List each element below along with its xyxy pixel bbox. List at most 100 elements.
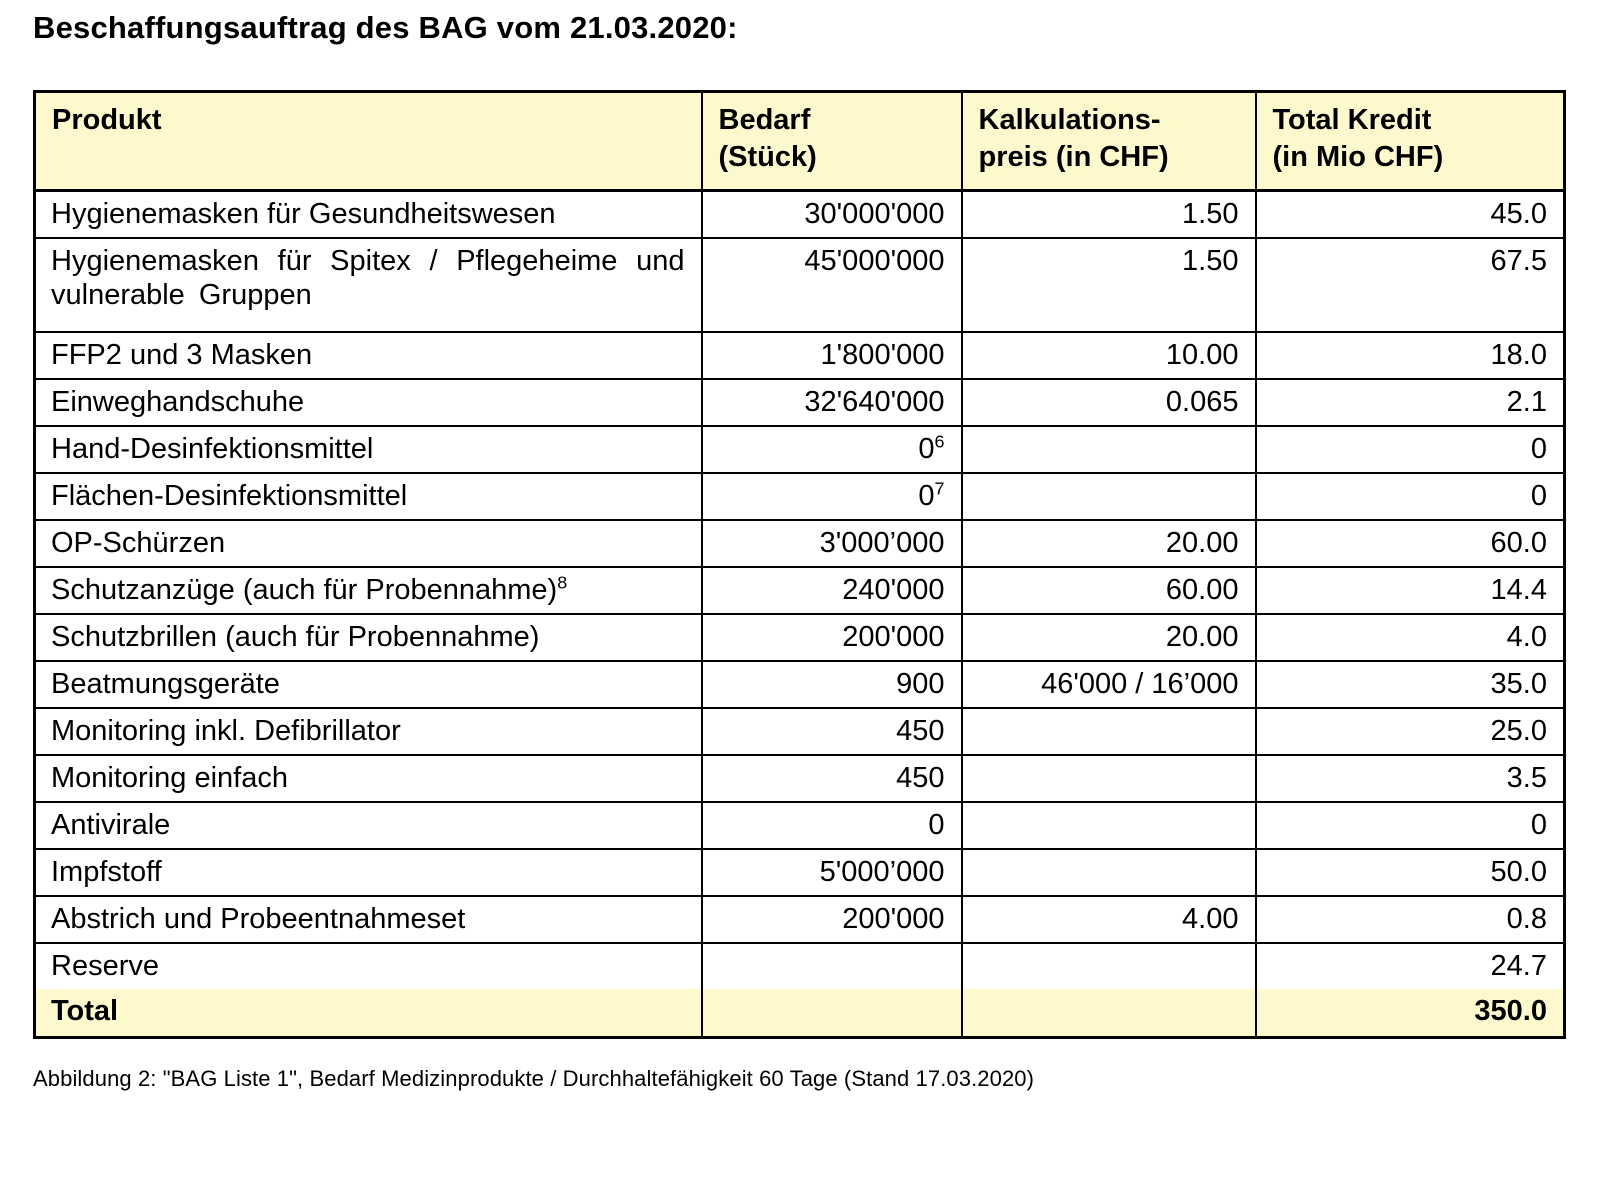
bedarf-cell: 45'000'000 — [700, 237, 963, 333]
kredit-cell: 14.4 — [1254, 566, 1566, 615]
produkt-cell: Monitoring einfach — [33, 754, 703, 803]
bedarf-cell: 30'000'000 — [700, 189, 963, 239]
total-preis-cell — [960, 989, 1257, 1038]
total-kredit-cell: 350.0 — [1254, 989, 1566, 1038]
preis-cell: 10.00 — [960, 331, 1257, 380]
bedarf-cell: 3'000’000 — [700, 519, 963, 568]
header-kalkulationspreis-line1: Kalkulations- — [978, 104, 1161, 136]
produkt-cell: Antivirale — [33, 801, 703, 850]
kredit-cell: 2.1 — [1254, 378, 1566, 427]
kredit-cell: 35.0 — [1254, 660, 1566, 709]
table-header-row: Produkt Bedarf (Stück) Kalkulations- pre… — [33, 90, 1566, 192]
bedarf-cell: 240'000 — [700, 566, 963, 615]
produkt-cell: Schutzanzüge (auch für Probennahme)8 — [33, 566, 703, 615]
figure-caption: Abbildung 2: "BAG Liste 1", Bedarf Mediz… — [33, 1065, 1035, 1091]
produkt-cell: Monitoring inkl. Defibrillator — [33, 707, 703, 756]
produkt-cell: Abstrich und Probeentnahmeset — [33, 895, 703, 944]
preis-cell: 20.00 — [960, 519, 1257, 568]
produkt-cell: Beatmungsgeräte — [33, 660, 703, 709]
total-row: Total 350.0 — [33, 989, 1566, 1038]
table-row: Monitoring inkl. Defibrillator 450 25.0 — [33, 707, 1566, 756]
bedarf-cell — [700, 942, 963, 990]
produkt-cell: Hygienemasken für Gesundheitswesen — [33, 189, 703, 239]
produkt-cell: Schutzbrillen (auch für Probennahme) — [33, 613, 703, 662]
preis-cell: 1.50 — [960, 189, 1257, 239]
produkt-label: Schutzanzüge (auch für Probennahme) — [51, 574, 558, 606]
kredit-cell: 0 — [1254, 472, 1566, 521]
preis-cell — [960, 942, 1257, 990]
kredit-cell: 18.0 — [1254, 331, 1566, 380]
bedarf-value: 0 — [918, 480, 935, 512]
header-produkt: Produkt — [33, 90, 703, 192]
bedarf-cell: 1'800'000 — [700, 331, 963, 380]
table-row: OP-Schürzen 3'000’000 20.00 60.0 — [33, 519, 1566, 568]
kredit-cell: 50.0 — [1254, 848, 1566, 897]
kredit-cell: 25.0 — [1254, 707, 1566, 756]
bedarf-cell: 06 — [700, 425, 963, 474]
header-kalkulationspreis: Kalkulations- preis (in CHF) — [960, 90, 1257, 192]
preis-cell — [960, 754, 1257, 803]
table-row: FFP2 und 3 Masken 1'800'000 10.00 18.0 — [33, 331, 1566, 380]
preis-cell — [960, 848, 1257, 897]
table-row: Hygienemasken für Gesundheitswesen 30'00… — [33, 189, 1566, 239]
preis-cell: 46'000 / 16’000 — [960, 660, 1257, 709]
produkt-cell: Flächen-Desinfektionsmittel — [33, 472, 703, 521]
produkt-cell: OP-Schürzen — [33, 519, 703, 568]
header-total-kredit-line2: (in Mio CHF) — [1272, 141, 1444, 173]
table-row: Hand-Desinfektionsmittel 06 0 — [33, 425, 1566, 474]
footnote-marker: 6 — [934, 431, 945, 452]
table-row: Monitoring einfach 450 3.5 — [33, 754, 1566, 803]
bedarf-cell: 200'000 — [700, 613, 963, 662]
footnote-marker: 7 — [934, 478, 945, 499]
header-produkt-line1: Produkt — [52, 104, 162, 136]
table-row: Flächen-Desinfektionsmittel 07 0 — [33, 472, 1566, 521]
preis-cell: 4.00 — [960, 895, 1257, 944]
produkt-cell: Impfstoff — [33, 848, 703, 897]
table-row: Schutzanzüge (auch für Probennahme)8 240… — [33, 566, 1566, 615]
header-bedarf: Bedarf (Stück) — [700, 90, 963, 192]
header-kalkulationspreis-line2: preis (in CHF) — [978, 141, 1169, 173]
table-row: Schutzbrillen (auch für Probennahme) 200… — [33, 613, 1566, 662]
kredit-cell: 67.5 — [1254, 237, 1566, 333]
procurement-table: Produkt Bedarf (Stück) Kalkulations- pre… — [33, 90, 1566, 1039]
header-total-kredit: Total Kredit (in Mio CHF) — [1254, 90, 1566, 192]
preis-cell — [960, 472, 1257, 521]
preis-cell: 20.00 — [960, 613, 1257, 662]
kredit-cell: 24.7 — [1254, 942, 1566, 990]
bedarf-value: 0 — [918, 433, 935, 465]
table-row: Abstrich und Probeentnahmeset 200'000 4.… — [33, 895, 1566, 944]
kredit-cell: 60.0 — [1254, 519, 1566, 568]
table-row: Antivirale 0 0 — [33, 801, 1566, 850]
produkt-cell: Einweghandschuhe — [33, 378, 703, 427]
bedarf-cell: 32'640'000 — [700, 378, 963, 427]
preis-cell — [960, 707, 1257, 756]
preis-cell: 0.065 — [960, 378, 1257, 427]
produkt-cell: FFP2 und 3 Masken — [33, 331, 703, 380]
total-bedarf-cell — [700, 989, 963, 1038]
bedarf-cell: 0 — [700, 801, 963, 850]
total-label-cell: Total — [33, 989, 703, 1038]
table-row: Impfstoff 5'000’000 50.0 — [33, 848, 1566, 897]
bedarf-cell: 450 — [700, 707, 963, 756]
footnote-marker: 8 — [557, 572, 568, 593]
bedarf-cell: 5'000’000 — [700, 848, 963, 897]
bedarf-cell: 07 — [700, 472, 963, 521]
table-row: Einweghandschuhe 32'640'000 0.065 2.1 — [33, 378, 1566, 427]
kredit-cell: 3.5 — [1254, 754, 1566, 803]
header-bedarf-line1: Bedarf — [718, 104, 811, 136]
header-total-kredit-line1: Total Kredit — [1272, 104, 1432, 136]
preis-cell: 60.00 — [960, 566, 1257, 615]
kredit-cell: 0 — [1254, 801, 1566, 850]
table-row: Hygienemasken für Spitex / Pflegeheime u… — [33, 237, 1566, 333]
produkt-cell: Hygienemasken für Spitex / Pflegeheime u… — [33, 237, 703, 333]
produkt-cell: Reserve — [33, 942, 703, 990]
table-row: Beatmungsgeräte 900 46'000 / 16’000 35.0 — [33, 660, 1566, 709]
table-row: Reserve 24.7 — [33, 942, 1566, 990]
kredit-cell: 45.0 — [1254, 189, 1566, 239]
bedarf-cell: 450 — [700, 754, 963, 803]
bedarf-cell: 900 — [700, 660, 963, 709]
page-title: Beschaffungsauftrag des BAG vom 21.03.20… — [33, 10, 738, 45]
preis-cell — [960, 801, 1257, 850]
kredit-cell: 0 — [1254, 425, 1566, 474]
